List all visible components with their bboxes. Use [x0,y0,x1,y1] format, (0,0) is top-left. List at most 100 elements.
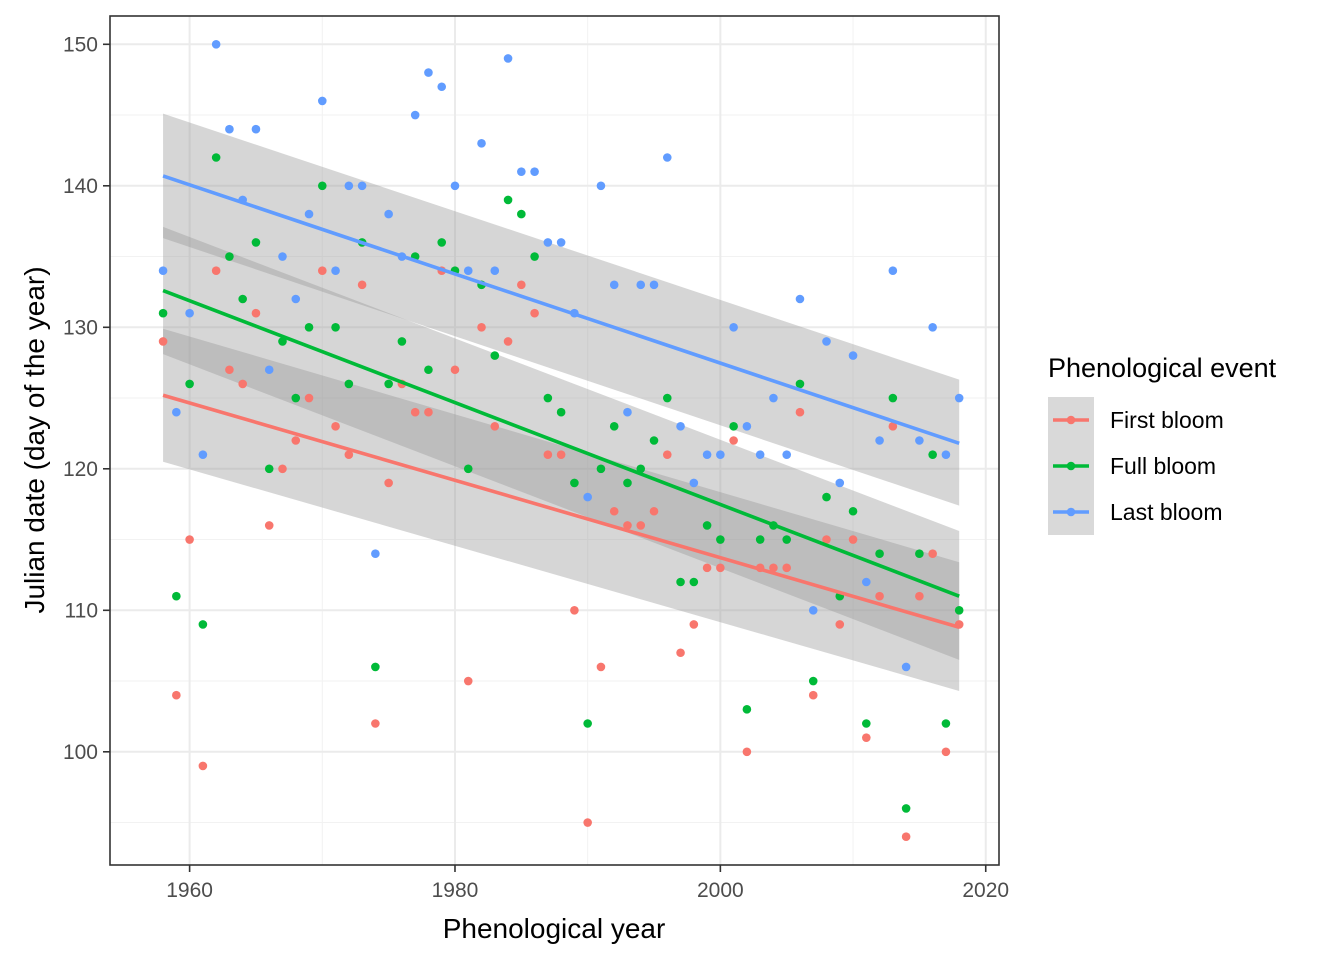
y-tick-label: 100 [63,741,98,764]
data-point [729,323,738,332]
x-tick-label: 2020 [962,879,1009,902]
y-axis: 100 110 120 130 140 150 [63,33,110,764]
legend-label: Full bloom [1110,453,1216,479]
data-point [662,450,672,459]
data-point [583,818,592,827]
x-tick-label: 2000 [697,879,744,902]
data-point [185,535,194,544]
data-point [344,379,354,389]
data-point [503,337,513,346]
data-point [941,719,951,728]
data-point [543,450,553,459]
data-point [609,422,619,431]
data-point [437,238,447,247]
data-point [848,351,858,360]
data-point [954,606,964,615]
data-point [490,351,500,360]
data-point [530,252,539,261]
data-point [317,266,327,276]
data-point [609,280,619,290]
data-point [928,323,937,332]
data-point [755,450,765,459]
data-point [410,110,420,120]
data-point [782,563,792,573]
data-point [795,379,805,389]
data-point [225,124,234,134]
legend-key-point [1066,415,1076,425]
legend-label: Last bloom [1110,499,1223,525]
data-point [915,436,924,445]
data-point [729,422,738,431]
data-point [596,662,606,672]
data-point [357,181,367,191]
data-point [888,266,898,276]
data-point [477,139,486,148]
data-point [384,478,393,488]
data-point [185,308,194,318]
data-point [424,365,433,375]
data-point [848,535,858,544]
data-point [782,535,792,544]
data-point [463,676,473,686]
data-point [450,365,460,375]
trend-line [162,174,960,446]
data-point [795,294,805,304]
data-point [915,591,924,601]
data-point [238,294,247,304]
data-point [689,577,699,587]
data-point [211,266,221,276]
data-point [649,436,659,445]
data-point [517,280,526,290]
data-point [862,577,871,587]
data-point [928,450,937,459]
data-point [172,407,181,417]
data-point [808,606,818,615]
data-point [331,323,340,332]
data-point [158,266,168,276]
data-point [251,308,261,318]
data-point [848,506,858,516]
data-point [901,662,911,672]
data-point [596,181,606,191]
y-tick-label: 140 [63,175,98,198]
data-point [225,365,234,375]
data-point [570,478,579,488]
data-point [755,535,765,544]
data-point [384,209,393,219]
legend-key-point [1066,461,1076,471]
data-point [304,209,314,219]
data-point [636,280,646,290]
legend: Phenological event First bloom Full bloom… [1048,353,1277,535]
data-point [662,153,672,162]
data-point [862,733,871,742]
data-point [901,804,911,813]
data-point [264,521,274,530]
data-point [238,379,247,389]
legend-title: Phenological event [1048,353,1277,383]
data-point [596,464,606,474]
data-point [676,422,685,431]
x-tick-label: 1980 [432,879,479,902]
legend-key: Full bloom [1048,443,1216,489]
data-point [716,563,725,573]
legend-label: First bloom [1110,407,1224,433]
data-point [623,521,632,530]
data-point [915,549,924,558]
data-point [331,266,340,276]
data-point [517,167,526,176]
data-point [795,407,805,417]
data-point [556,407,566,417]
data-point [530,308,539,318]
data-points [158,40,964,841]
y-tick-label: 120 [63,458,98,481]
data-point [808,690,818,700]
data-point [503,195,513,205]
data-point [716,450,725,459]
data-point [822,535,831,544]
major-grid [110,16,999,865]
data-point [742,747,752,757]
data-point [808,676,818,686]
y-tick-label: 150 [63,33,98,56]
data-point [344,181,354,191]
data-point [782,450,792,459]
